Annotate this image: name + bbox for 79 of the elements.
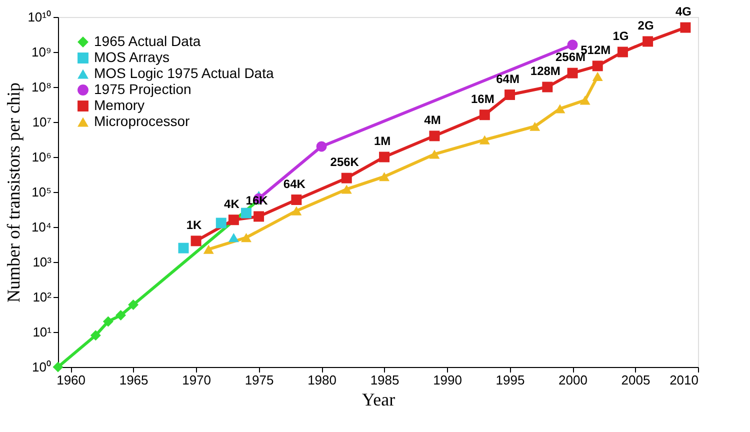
- legend-label: 1975 Projection: [94, 81, 192, 97]
- legend-label: MOS Logic 1975 Actual Data: [94, 65, 274, 81]
- point: [617, 46, 628, 58]
- y-tick-label: 10²: [32, 290, 52, 304]
- annotation: 128M: [530, 64, 560, 78]
- point: [542, 82, 553, 92]
- x-tick-label: 1965: [119, 372, 148, 388]
- point: [642, 36, 654, 47]
- point: [680, 22, 691, 33]
- legend-label: 1965 Actual Data: [94, 33, 201, 49]
- legend-label: Memory: [94, 97, 145, 113]
- point: [530, 122, 540, 131]
- point: [580, 96, 590, 105]
- point: [379, 172, 390, 182]
- legend-label: Microprocessor: [94, 113, 190, 129]
- x-tick-label: 1970: [182, 372, 211, 388]
- point: [554, 104, 566, 114]
- point: [102, 316, 114, 327]
- point: [479, 110, 490, 120]
- point: [254, 211, 264, 222]
- y-tick-label: 10¹⁰: [28, 10, 52, 24]
- point: [90, 330, 101, 341]
- x-tick-label: 1960: [56, 372, 86, 388]
- x-axis-title: Year: [362, 390, 396, 410]
- point: [592, 60, 603, 72]
- y-tick-label: 10⁴: [31, 220, 52, 234]
- point: [240, 232, 252, 242]
- point: [291, 194, 302, 206]
- x-tick-label: 1980: [308, 372, 336, 388]
- legend-label: MOS Arrays: [94, 49, 170, 65]
- annotation: 4G: [675, 4, 692, 19]
- annotation: 256K: [330, 155, 360, 170]
- x-tick-label: 2000: [558, 372, 588, 388]
- y-tick-label: 10⁰: [32, 360, 52, 374]
- point: [341, 172, 352, 184]
- point: [316, 141, 327, 152]
- point: [216, 218, 226, 228]
- x-tick-label: 1990: [433, 372, 462, 388]
- x-tick-label: 1995: [496, 372, 525, 388]
- annotation: 64M: [496, 72, 520, 86]
- point: [592, 72, 603, 82]
- y-tick-label: 10³: [32, 254, 52, 270]
- point: [504, 90, 516, 100]
- annotation: 2G: [638, 18, 654, 32]
- annotation: 1G: [612, 29, 629, 43]
- annotation: 1M: [374, 134, 391, 148]
- annotation: 64K: [283, 176, 306, 191]
- point: [116, 310, 126, 321]
- point: [429, 150, 440, 159]
- point: [291, 206, 302, 216]
- point: [341, 184, 352, 194]
- y-tick-label: 10⁵: [32, 184, 52, 200]
- x-tick-label: 1975: [244, 372, 274, 388]
- x-tick-label: 2005: [621, 372, 650, 388]
- y-axis-title: Number of transistors per chip: [4, 82, 24, 302]
- point: [52, 362, 64, 372]
- point: [203, 244, 214, 254]
- point: [429, 130, 440, 142]
- point: [190, 236, 202, 246]
- point: [567, 40, 578, 50]
- point: [128, 300, 139, 310]
- point: [228, 214, 239, 226]
- annotation: 16M: [470, 92, 494, 106]
- annotation: 4K: [224, 196, 240, 211]
- y-tick-label: 10⁶: [32, 150, 52, 164]
- y-tick-label: 10⁹: [31, 44, 52, 60]
- point: [567, 68, 578, 78]
- point: [479, 135, 490, 144]
- point: [379, 152, 390, 162]
- point: [240, 208, 252, 218]
- y-tick-label: 10⁸: [32, 80, 52, 94]
- point: [228, 232, 239, 242]
- annotation: 4M: [424, 112, 441, 127]
- y-tick-label: 10¹: [32, 324, 52, 340]
- point: [178, 242, 189, 254]
- annotation: 1K: [186, 218, 202, 232]
- x-tick-label: 2010: [670, 372, 698, 388]
- x-tick-label: 1985: [370, 372, 400, 388]
- y-tick-label: 10⁷: [32, 114, 52, 130]
